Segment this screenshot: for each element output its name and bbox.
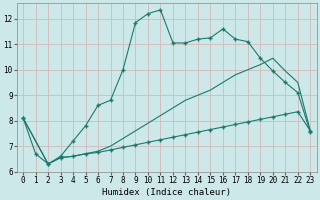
X-axis label: Humidex (Indice chaleur): Humidex (Indice chaleur)	[102, 188, 231, 197]
